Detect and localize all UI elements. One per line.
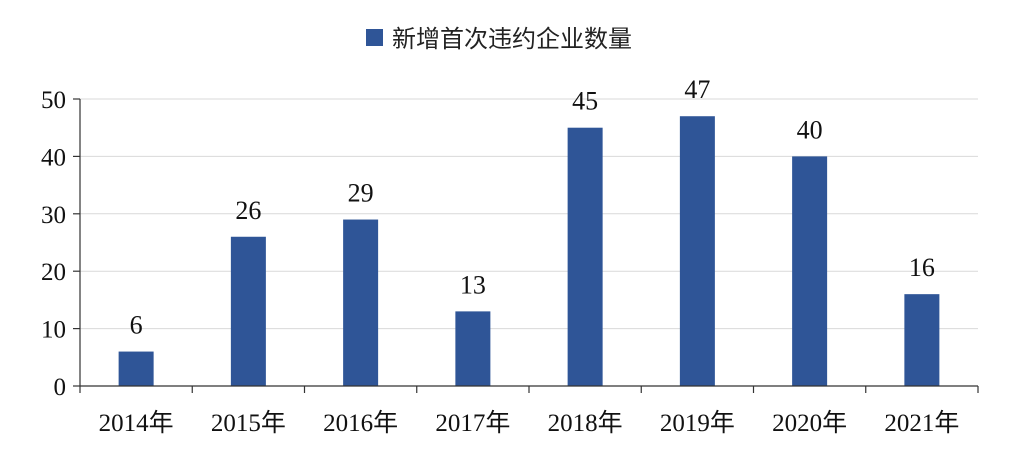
data-label: 45 [572, 87, 598, 116]
data-label: 16 [909, 253, 935, 282]
bar [343, 219, 379, 386]
data-label: 40 [797, 115, 823, 144]
x-tick-label: 2014年 [99, 409, 174, 437]
bar [118, 351, 154, 386]
y-tick-label: 10 [41, 317, 66, 344]
y-tick-label: 20 [41, 259, 66, 286]
bar [567, 127, 603, 386]
y-tick-label: 0 [54, 374, 67, 401]
x-tick-label: 2017年 [435, 409, 510, 437]
x-tick-label: 2020年 [772, 409, 847, 437]
y-tick-label: 50 [41, 87, 66, 114]
x-axis: 2014年 2015年 2016年 2017年 2018年 2019年 2020年 2021年 [79, 385, 979, 437]
bar [455, 311, 491, 386]
data-label: 13 [460, 270, 486, 299]
gridlines [80, 98, 978, 330]
bar [230, 236, 266, 386]
x-tick-label: 2015年 [211, 409, 286, 437]
legend: 新增首次违约企业数量 [366, 25, 632, 53]
x-tick-label: 2019年 [660, 409, 735, 437]
y-axis: 0 10 20 30 40 50 [41, 87, 81, 401]
data-label: 29 [348, 179, 374, 208]
bar [679, 116, 715, 386]
bars [118, 116, 940, 386]
x-tick-label: 2018年 [548, 409, 623, 437]
y-tick-label: 40 [41, 144, 66, 171]
bar [904, 294, 940, 386]
data-labels: 6 26 29 13 45 47 40 16 [130, 75, 935, 339]
x-tick-label: 2021年 [884, 409, 959, 437]
legend-swatch [366, 29, 383, 46]
data-label: 6 [130, 311, 143, 340]
legend-label: 新增首次违约企业数量 [392, 25, 632, 53]
data-label: 26 [235, 196, 261, 225]
data-label: 47 [684, 75, 710, 104]
x-tick-label: 2016年 [323, 409, 398, 437]
y-tick-label: 30 [41, 202, 66, 229]
bar [792, 156, 828, 386]
